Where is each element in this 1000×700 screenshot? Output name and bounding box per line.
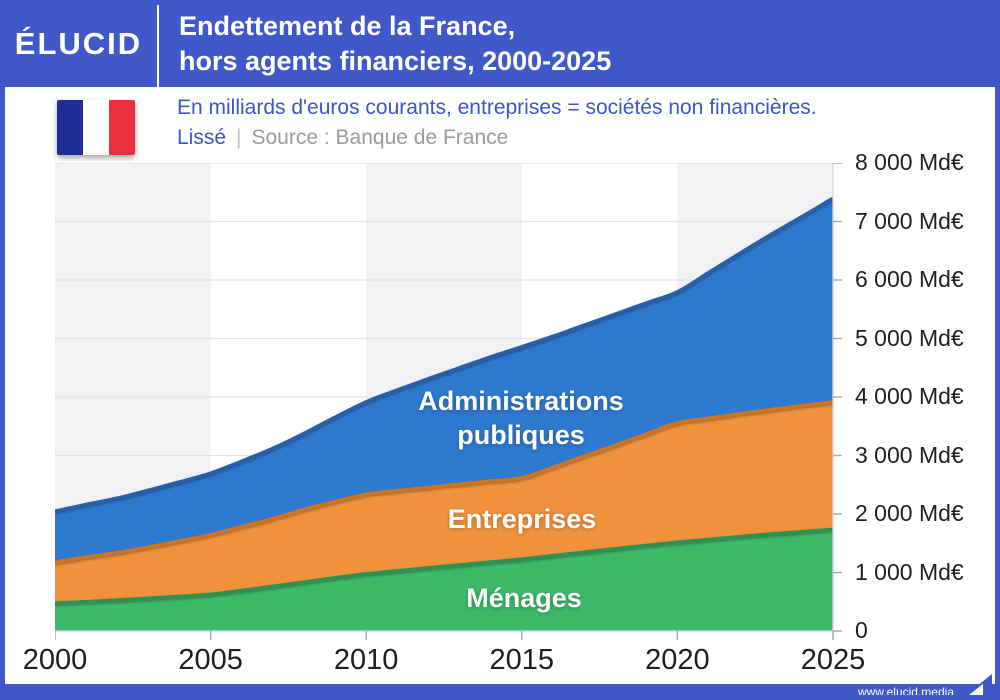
- x-axis-labels: 2000 2005 2010 2015 2020 2025: [23, 644, 866, 680]
- chart-canvas: [54, 162, 842, 640]
- series-label-menages: Ménages: [466, 583, 582, 613]
- edge-entreprises: [55, 400, 833, 564]
- flag-blue-stripe: [57, 100, 83, 155]
- header-bar: ÉLUCID Endettement de la France, hors ag…: [0, 0, 1000, 87]
- y-axis-label: 7 000 Md€: [855, 207, 964, 234]
- source-label: Source : Banque de France: [251, 126, 509, 149]
- elucid-arrow-icon: [962, 674, 992, 698]
- page-title-line-1: Endettement de la France,: [179, 10, 516, 41]
- brand-logo: ÉLUCID: [14, 25, 143, 61]
- brand-logo-box: ÉLUCID: [0, 0, 157, 87]
- stacked-area-chart: [54, 162, 845, 641]
- area-ménages: [55, 529, 833, 631]
- x-axis-label: 2005: [178, 644, 243, 676]
- series-label-administrations-publiques: Administrations publiques: [418, 386, 624, 450]
- y-axis-label: 5 000 Md€: [855, 324, 964, 351]
- y-axis-label: 2 000 Md€: [855, 500, 964, 526]
- plot-areas: [55, 196, 833, 631]
- y-axis-label: 6 000 Md€: [855, 266, 964, 292]
- y-axis-labels: 0 1 000 Md€ 2 000 Md€ 3 000 Md€ 4 000 Md€ 5 0…: [855, 149, 995, 643]
- subtitle-zone: En milliards d'euros courants, entrepris…: [0, 87, 1000, 163]
- header-divider: [157, 0, 159, 87]
- chart-subtitle: En milliards d'euros courants, entrepris…: [177, 93, 817, 153]
- edge-ménages: [55, 527, 833, 605]
- footer-url[interactable]: www.elucid.media: [857, 685, 954, 699]
- french-flag-icon: [57, 100, 135, 155]
- flag-white-stripe: [83, 100, 109, 155]
- y-axis-label: 8 000 Md€: [855, 149, 964, 175]
- x-axis-label: 2025: [800, 644, 866, 676]
- page-title: Endettement de la France, hors agents fi…: [159, 0, 1000, 87]
- y-axis-label: 0: [855, 617, 868, 643]
- flag-red-stripe: [109, 100, 135, 155]
- subtitle-units-note: En milliards d'euros courants, entrepris…: [177, 96, 817, 119]
- subtitle-source-row: Lissé | Source : Banque de France: [177, 123, 817, 153]
- edge-administrations-publiques: [55, 196, 833, 513]
- x-axis-label: 2010: [333, 644, 399, 676]
- x-axis-label: 2015: [489, 644, 555, 676]
- y-axis-label: 1 000 Md€: [855, 558, 964, 585]
- page-title-line-2: hors agents financiers, 2000-2025: [179, 45, 612, 76]
- smoothing-label: Lissé: [177, 126, 227, 149]
- footer-bar: www.elucid.media: [0, 684, 1000, 700]
- subtitle-separator: |: [236, 126, 242, 149]
- x-axis-label: 2000: [22, 644, 88, 676]
- y-axis-label: 4 000 Md€: [855, 383, 964, 409]
- x-axis-label: 2020: [645, 644, 710, 676]
- series-label-entreprises: Entreprises: [447, 504, 597, 534]
- y-axis-label: 3 000 Md€: [855, 441, 964, 468]
